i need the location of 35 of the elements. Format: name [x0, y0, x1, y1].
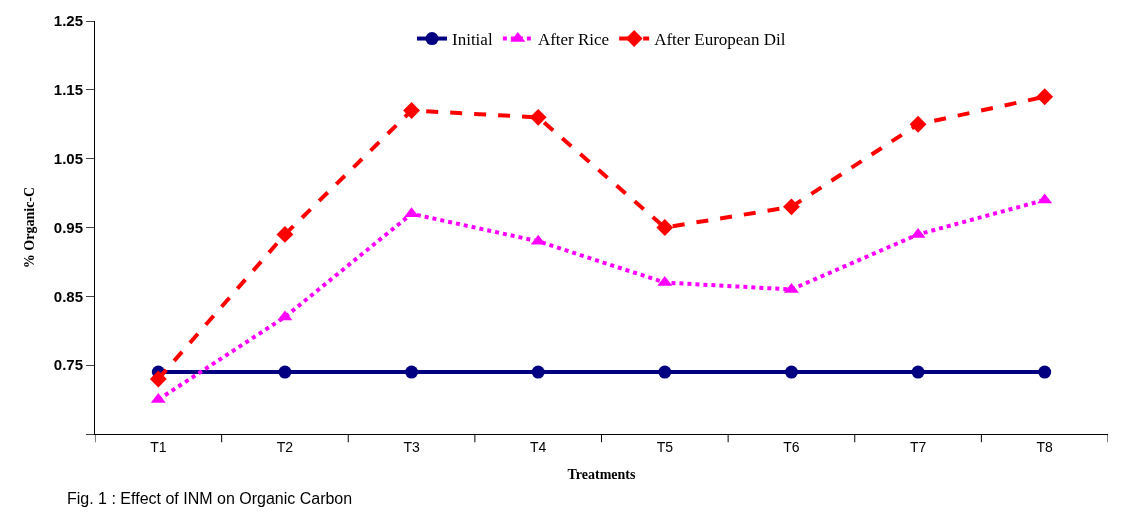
point: [782, 198, 800, 216]
x-axis-title: Treatments: [567, 467, 636, 483]
point: [909, 115, 927, 133]
point: [403, 102, 421, 119]
y-tick-label: 1.25: [53, 12, 83, 30]
point: [1038, 365, 1052, 379]
point: [149, 370, 167, 388]
x-tick-label: T1: [150, 438, 167, 455]
point: [276, 225, 294, 243]
point: [278, 365, 292, 379]
x-tick-label: T7: [909, 438, 927, 455]
y-tick-label: 1.05: [53, 149, 83, 167]
y-tick-label: 0.95: [53, 218, 83, 236]
caption: Fig. 1 : Effect of INM on Organic Carbon: [67, 490, 353, 507]
point: [529, 108, 547, 126]
x-tick-label: T8: [1036, 438, 1054, 455]
y-tick-label: 0.85: [53, 287, 83, 305]
point: [405, 365, 419, 379]
x-tick-label: T4: [530, 438, 547, 455]
point: [784, 365, 798, 379]
point: [1036, 88, 1054, 106]
point: [658, 365, 672, 379]
x-tick-label: T3: [403, 438, 420, 455]
x-tick-label: T2: [276, 438, 294, 455]
x-tick-label: T5: [656, 438, 674, 455]
legend-label: After European Dil: [654, 30, 786, 50]
y-axis-title: % Organic-C: [22, 186, 38, 269]
legend-label: Initial: [452, 30, 493, 50]
y-tick-label: 1.15: [53, 81, 83, 99]
legend-label: After Rice: [537, 30, 610, 50]
x-tick-label: T6: [783, 438, 800, 455]
y-tick-label: 0.75: [53, 356, 83, 374]
point: [656, 219, 674, 236]
point: [531, 365, 545, 379]
point: [911, 365, 925, 379]
